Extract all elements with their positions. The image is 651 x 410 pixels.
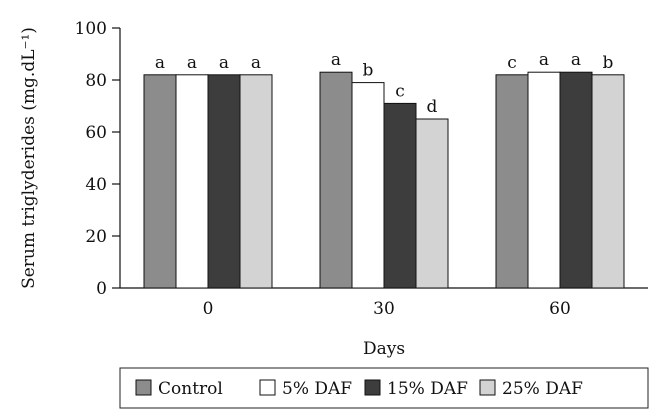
significance-label: a [251,53,261,73]
significance-label: b [603,53,614,73]
significance-label: a [219,53,229,73]
significance-label: a [539,50,549,70]
legend-label: 25% DAF [502,379,583,399]
legend: Control 5% DAF 15% DAF 25% DAF [119,367,649,409]
significance-label: c [507,53,517,73]
bar [239,74,273,289]
y-tick-label: 80 [85,71,107,91]
x-axis: 0 30 60 [120,287,648,319]
legend-swatch [364,379,381,396]
legend-swatch [479,379,496,396]
legend-label: 15% DAF [387,379,468,399]
significance-label: d [427,97,438,117]
bar [319,71,353,289]
significance-labels: a a a a a b c d c a a b [155,50,614,117]
significance-label: a [331,50,341,70]
y-tick-label: 60 [85,123,107,143]
bar [175,74,209,289]
bars [143,71,625,289]
legend-box [119,367,649,409]
y-tick-label: 100 [75,19,107,39]
significance-label: a [155,53,165,73]
legend-swatch [259,379,276,396]
bar [559,71,593,289]
significance-label: a [571,50,581,70]
x-tick-label: 30 [373,299,395,319]
y-axis: 0 20 40 60 80 100 [75,19,121,299]
significance-label: a [187,53,197,73]
x-tick-label: 0 [203,299,214,319]
x-axis-label: Days [363,339,405,359]
bar [383,102,417,289]
y-axis-label: Serum triglyderides (mg.dL⁻¹) [19,27,39,289]
legend-label: 5% DAF [282,379,352,399]
bar [207,74,241,289]
bar [143,74,177,289]
y-tick-label: 20 [85,227,107,247]
bar [415,118,449,289]
significance-label: b [363,61,374,81]
bar [527,71,561,289]
bar [591,74,625,289]
x-tick-label: 60 [549,299,571,319]
bar [495,74,529,289]
bar [351,82,385,289]
significance-label: c [395,81,405,101]
legend-swatch [135,379,152,396]
y-tick-label: 0 [96,279,107,299]
y-tick-label: 40 [85,175,107,195]
legend-label: Control [158,379,223,399]
